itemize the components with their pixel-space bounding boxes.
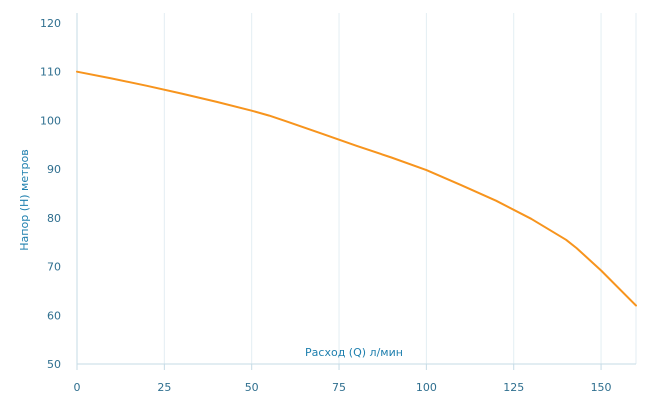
tick-labels: 0 25 50 75 100 125 150 50 60 70 80 90 100 110 120 <box>40 17 612 394</box>
x-axis-title: Расход (Q) л/мин <box>305 346 403 359</box>
x-tick-label-50: 50 <box>245 381 259 394</box>
x-tick-label-100: 100 <box>416 381 437 394</box>
x-tick-label-125: 125 <box>503 381 524 394</box>
y-tick-label-110: 110 <box>40 66 61 79</box>
y-tick-label-90: 90 <box>47 163 61 176</box>
y-tick-label-100: 100 <box>40 114 61 127</box>
x-tick-label-75: 75 <box>332 381 346 394</box>
series-line-0 <box>76 70 637 307</box>
axes <box>76 13 636 370</box>
y-tick-label-80: 80 <box>47 212 61 225</box>
series <box>76 70 637 307</box>
x-tick-label-150: 150 <box>591 381 612 394</box>
y-tick-label-120: 120 <box>40 17 61 30</box>
y-tick-label-50: 50 <box>47 358 61 371</box>
y-axis-title: Напор (H) метров <box>18 149 31 250</box>
x-tick-label-25: 25 <box>157 381 171 394</box>
y-tick-label-60: 60 <box>47 309 61 322</box>
x-tick-label-0: 0 <box>74 381 81 394</box>
y-tick-label-70: 70 <box>47 261 61 274</box>
grid <box>163 13 637 364</box>
